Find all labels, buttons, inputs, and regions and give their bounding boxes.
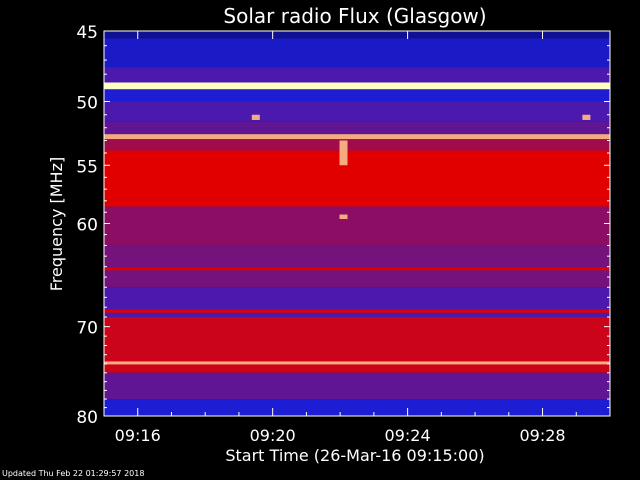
band-0 bbox=[104, 31, 610, 39]
band-5 bbox=[104, 101, 610, 122]
band-10 bbox=[104, 206, 610, 246]
band-2 bbox=[104, 67, 610, 83]
x-tick-label-3: 09:28 bbox=[519, 426, 565, 445]
emission-line-1 bbox=[104, 135, 610, 139]
x-tick-label-2: 09:24 bbox=[385, 426, 431, 445]
x-tick-labels: 09:16 09:20 09:24 09:28 bbox=[115, 426, 566, 445]
band-9 bbox=[104, 150, 610, 207]
burst-event-3 bbox=[582, 114, 591, 120]
updated-timestamp: Updated Thu Feb 22 01:29:57 2018 bbox=[2, 469, 145, 478]
x-tick-label-1: 09:20 bbox=[250, 426, 296, 445]
chart-title: Solar radio Flux (Glasgow) bbox=[223, 4, 486, 28]
y-tick-label-3: 60 bbox=[76, 216, 98, 236]
y-tick-label-2: 55 bbox=[76, 157, 98, 177]
emission-line-4 bbox=[104, 361, 610, 365]
spectrogram-plot-area bbox=[104, 31, 610, 416]
y-axis-label: Frequency [MHz] bbox=[47, 157, 66, 291]
band-14 bbox=[104, 372, 610, 400]
band-4 bbox=[104, 89, 610, 102]
band-13 bbox=[104, 317, 610, 373]
burst-events bbox=[251, 114, 591, 220]
axis-ticks bbox=[103, 30, 611, 417]
band-6 bbox=[104, 121, 610, 135]
y-tick-label-5: 80 bbox=[76, 408, 98, 428]
y-tick-labels: 45 50 55 60 70 80 bbox=[76, 23, 98, 428]
x-tick-label-0: 09:16 bbox=[115, 426, 161, 445]
band-8 bbox=[104, 139, 610, 151]
y-tick-label-0: 45 bbox=[76, 23, 98, 43]
emission-line-0 bbox=[104, 84, 610, 88]
y-tick-label-4: 70 bbox=[76, 319, 98, 339]
frequency-bands bbox=[104, 31, 610, 416]
emission-lines bbox=[104, 84, 610, 365]
band-11 bbox=[104, 245, 610, 288]
y-tick-label-1: 50 bbox=[76, 94, 98, 114]
burst-event-2 bbox=[251, 114, 260, 120]
band-15 bbox=[104, 399, 610, 416]
emission-line-3 bbox=[104, 309, 610, 313]
burst-event-0 bbox=[339, 140, 348, 166]
burst-event-1 bbox=[339, 214, 348, 220]
emission-line-2 bbox=[104, 267, 610, 271]
band-1 bbox=[104, 38, 610, 68]
x-axis-label: Start Time (26-Mar-16 09:15:00) bbox=[225, 446, 484, 465]
